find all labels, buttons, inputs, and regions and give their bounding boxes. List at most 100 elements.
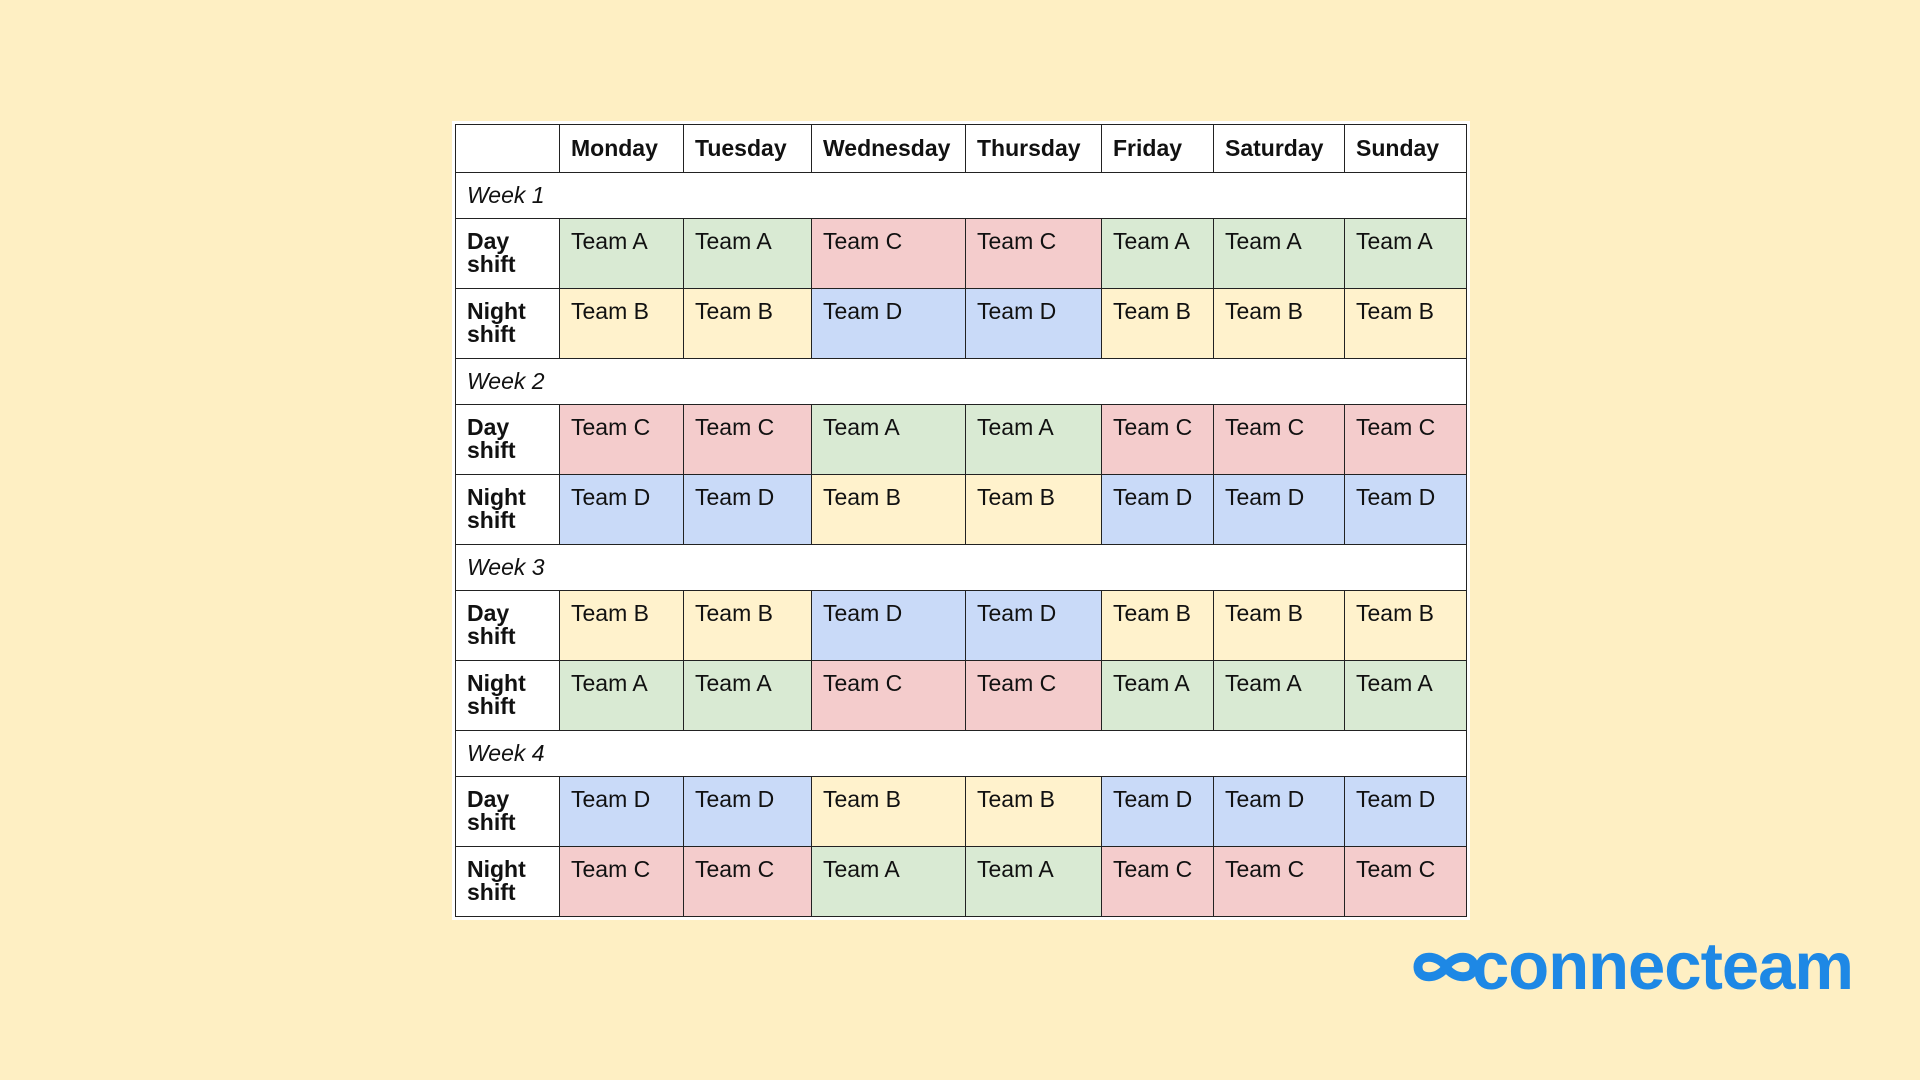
team-name: Team C (1225, 856, 1305, 882)
team-name: Team A (977, 414, 1054, 440)
team-cell: Team B (683, 590, 812, 661)
team-cell: Team B (811, 474, 966, 545)
team-cell: Team C (1344, 404, 1467, 475)
team-name: Team B (823, 484, 901, 510)
shift-row: Day shift Team A Team A Team C Team C Team A T… (455, 218, 1467, 289)
team-name: Team D (977, 298, 1057, 324)
week-label: Week 1 (455, 172, 1467, 219)
team-name: Team B (1113, 600, 1191, 626)
shift-row: Day shift Team D Team D Team B Team B Team D T… (455, 776, 1467, 847)
team-cell: Team D (811, 590, 966, 661)
day-header-friday: Friday (1101, 124, 1214, 173)
team-cell: Team B (811, 776, 966, 847)
team-name: Team B (977, 786, 1055, 812)
shift-row: Night shift Team B Team B Team D Team D Team … (455, 288, 1467, 359)
team-cell: Team C (965, 660, 1102, 731)
team-cell: Team B (1344, 590, 1467, 661)
team-name: Team A (695, 670, 772, 696)
team-name: Team A (1113, 670, 1190, 696)
team-cell: Team C (683, 846, 812, 917)
shift-schedule-table: Monday Tuesday Wednesday Thursday Friday Satu… (455, 124, 1467, 917)
team-cell: Team D (1213, 776, 1345, 847)
team-cell: Team D (1101, 474, 1214, 545)
week-row: Week 1 (455, 172, 1467, 219)
team-name: Team D (1113, 786, 1193, 812)
team-name: Team C (1356, 414, 1436, 440)
team-cell: Team C (1213, 404, 1345, 475)
team-cell: Team D (965, 590, 1102, 661)
team-cell: Team C (559, 846, 684, 917)
team-cell: Team B (965, 776, 1102, 847)
team-cell: Team B (1101, 590, 1214, 661)
team-name: Team B (823, 786, 901, 812)
team-name: Team B (571, 600, 649, 626)
team-name: Team A (695, 228, 772, 254)
team-name: Team C (823, 670, 903, 696)
shift-row: Night shift Team D Team D Team B Team B Team … (455, 474, 1467, 545)
shift-label: Day shift (455, 776, 560, 847)
week-label: Week 4 (455, 730, 1467, 777)
team-name: Team C (1225, 414, 1305, 440)
shift-label: Night shift (455, 288, 560, 359)
team-name: Team C (1113, 856, 1193, 882)
team-name: Team A (571, 670, 648, 696)
team-name: Team B (571, 298, 649, 324)
team-name: Team A (1113, 228, 1190, 254)
connecteam-logo: connecteam (1412, 929, 1854, 1004)
team-name: Team B (1225, 600, 1303, 626)
team-name: Team C (695, 856, 775, 882)
day-header-saturday: Saturday (1213, 124, 1345, 173)
team-name: Team A (1356, 228, 1433, 254)
team-cell: Team A (683, 660, 812, 731)
team-name: Team A (571, 228, 648, 254)
shift-label: Day shift (455, 404, 560, 475)
team-cell: Team A (559, 660, 684, 731)
team-cell: Team A (811, 404, 966, 475)
team-name: Team D (1225, 484, 1305, 510)
day-header-tuesday: Tuesday (683, 124, 812, 173)
team-name: Team A (977, 856, 1054, 882)
team-name: Team D (1225, 786, 1305, 812)
team-cell: Team B (559, 590, 684, 661)
team-name: Team A (823, 414, 900, 440)
team-cell: Team A (811, 846, 966, 917)
week-row: Week 2 (455, 358, 1467, 405)
team-name: Team D (571, 484, 651, 510)
team-name: Team C (1356, 856, 1436, 882)
team-cell: Team A (1213, 218, 1345, 289)
team-name: Team B (1225, 298, 1303, 324)
week-label: Week 3 (455, 544, 1467, 591)
team-name: Team C (1113, 414, 1193, 440)
team-cell: Team B (683, 288, 812, 359)
team-cell: Team D (559, 474, 684, 545)
team-name: Team C (571, 856, 651, 882)
team-name: Team D (1113, 484, 1193, 510)
shift-row: Night shift Team C Team C Team A Team A Team … (455, 846, 1467, 917)
team-cell: Team C (811, 218, 966, 289)
logo-wordmark: connecteam (1472, 929, 1854, 1004)
team-cell: Team D (559, 776, 684, 847)
team-cell: Team B (1344, 288, 1467, 359)
team-name: Team D (823, 600, 903, 626)
team-name: Team A (1356, 670, 1433, 696)
team-cell: Team C (1213, 846, 1345, 917)
team-cell: Team A (1213, 660, 1345, 731)
week-row: Week 3 (455, 544, 1467, 591)
corner-cell (455, 124, 560, 173)
team-name: Team D (695, 484, 775, 510)
team-name: Team A (1225, 228, 1302, 254)
shift-row: Day shift Team C Team C Team A Team A Team C T… (455, 404, 1467, 475)
team-name: Team B (695, 600, 773, 626)
shift-label: Day shift (455, 590, 560, 661)
team-cell: Team A (1101, 660, 1214, 731)
week-label: Week 2 (455, 358, 1467, 405)
team-cell: Team D (1344, 474, 1467, 545)
team-cell: Team B (965, 474, 1102, 545)
team-name: Team B (977, 484, 1055, 510)
team-cell: Team A (965, 404, 1102, 475)
team-name: Team B (1113, 298, 1191, 324)
team-name: Team D (1356, 786, 1436, 812)
shift-label: Night shift (455, 660, 560, 731)
team-name: Team C (977, 670, 1057, 696)
team-cell: Team B (1213, 288, 1345, 359)
